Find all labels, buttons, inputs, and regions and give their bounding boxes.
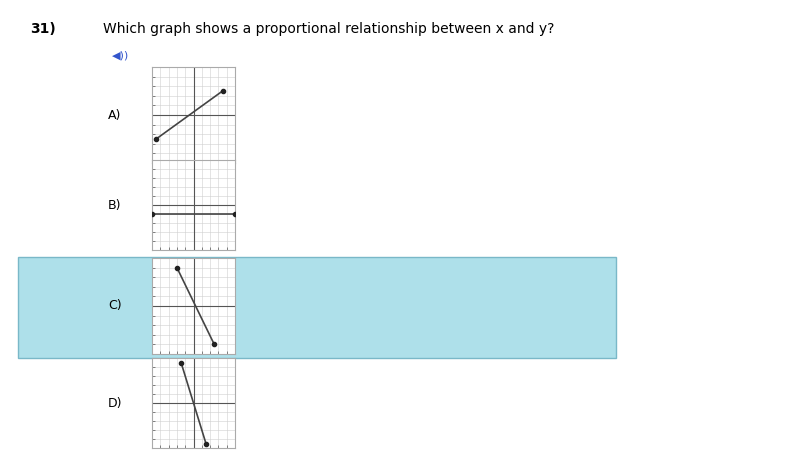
Text: B): B) <box>108 198 122 212</box>
Text: C): C) <box>108 299 122 313</box>
Text: A): A) <box>108 109 122 121</box>
Text: Which graph shows a proportional relationship between x and y?: Which graph shows a proportional relatio… <box>103 22 554 36</box>
Text: D): D) <box>108 396 122 410</box>
Text: 31): 31) <box>30 22 56 36</box>
Text: ◀)): ◀)) <box>112 50 130 60</box>
